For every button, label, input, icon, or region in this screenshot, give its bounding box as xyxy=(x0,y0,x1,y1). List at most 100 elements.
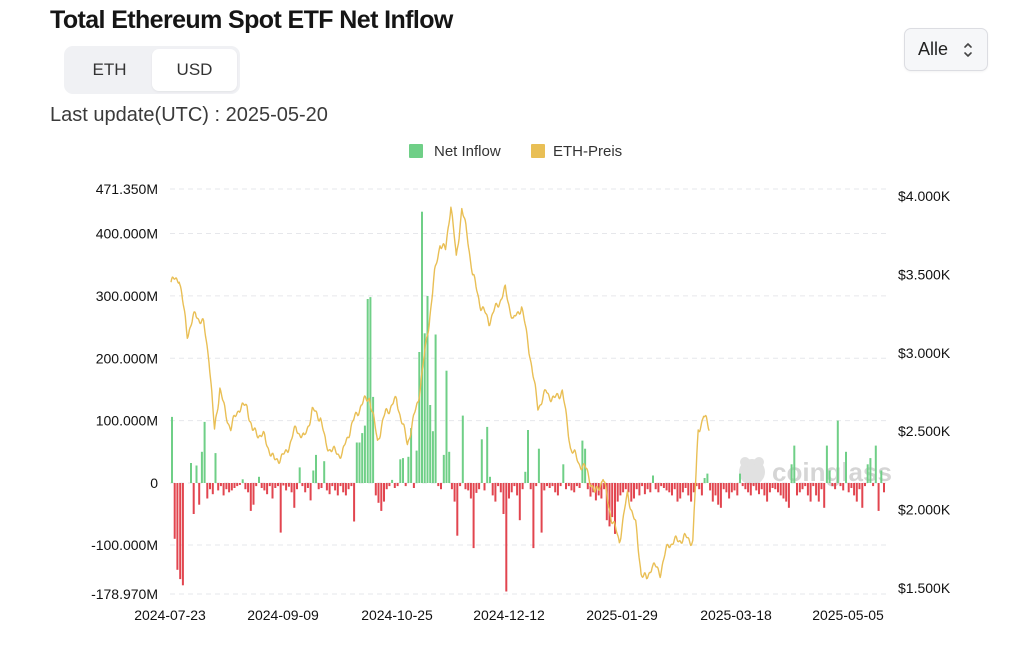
net-inflow-bar xyxy=(494,483,497,502)
net-inflow-bar xyxy=(298,467,301,483)
net-inflow-bar xyxy=(638,483,641,496)
net-inflow-bar xyxy=(464,483,467,490)
net-inflow-bar xyxy=(730,483,733,493)
net-inflow-bar xyxy=(508,483,510,499)
net-inflow-bar xyxy=(815,483,818,496)
axes: 471.350M 400.000M 300.000M 200.000M 100.000M… xyxy=(91,181,951,623)
net-inflow-bar xyxy=(263,483,266,491)
net-inflow-bar xyxy=(687,483,690,496)
net-inflow-bar xyxy=(676,483,679,502)
net-inflow-bar xyxy=(551,483,554,487)
net-inflow-bar xyxy=(453,483,456,502)
range-select[interactable]: Alle xyxy=(904,28,988,71)
net-inflow-bar xyxy=(317,483,320,490)
net-inflow-bar xyxy=(293,483,296,508)
net-inflow-bar xyxy=(518,483,521,521)
net-inflow-bar xyxy=(692,483,695,493)
net-inflow-bar xyxy=(290,483,293,493)
net-inflow-bar xyxy=(306,483,309,488)
x-axis-tick-label: 2024-09-09 xyxy=(247,607,319,623)
net-inflow-bar xyxy=(325,483,328,491)
net-inflow-bar xyxy=(347,483,350,490)
net-inflow-bar xyxy=(796,483,798,496)
net-inflow-bar xyxy=(812,483,815,487)
net-inflow-bar xyxy=(190,463,192,483)
net-inflow-bar xyxy=(206,483,209,499)
net-inflow-bar xyxy=(418,352,421,483)
eth-price-series-line xyxy=(170,206,710,580)
net-inflow-bar xyxy=(611,483,614,518)
toggle-eth-button[interactable]: ETH xyxy=(92,60,127,79)
net-inflow-bar xyxy=(336,483,339,496)
net-inflow-bar xyxy=(236,483,239,487)
net-inflow-bar xyxy=(274,483,277,488)
net-inflow-bar xyxy=(703,478,706,483)
net-inflow-bar xyxy=(380,483,383,511)
toggle-usd-button[interactable]: USD xyxy=(152,49,237,91)
net-inflow-bar xyxy=(768,483,771,493)
net-inflow-bar xyxy=(355,442,358,483)
net-inflow-bar xyxy=(614,483,616,534)
net-inflow-bar xyxy=(176,483,179,570)
net-inflow-bar xyxy=(328,483,331,495)
net-inflow-bar xyxy=(448,451,451,483)
net-inflow-bar xyxy=(353,483,356,522)
net-inflow-bar xyxy=(578,483,581,488)
right-axis-tick-label: $4.000K xyxy=(898,188,951,204)
right-axis-tick-label: $2.500K xyxy=(898,423,951,439)
net-inflow-bar xyxy=(323,461,326,483)
net-inflow-bar xyxy=(377,483,380,503)
watermark-coin-shape xyxy=(739,459,765,485)
net-inflow-bar xyxy=(426,295,429,483)
net-inflow-bar xyxy=(238,483,241,485)
net-inflow-bar xyxy=(440,483,442,490)
net-inflow-bar xyxy=(415,450,418,483)
net-inflow-bar xyxy=(247,483,250,493)
net-inflow-bar xyxy=(847,483,850,493)
net-inflow-bar xyxy=(801,483,804,490)
net-inflow-bar xyxy=(883,483,885,493)
net-inflow-bar xyxy=(809,483,812,502)
net-inflow-bar xyxy=(624,483,627,490)
net-inflow-bar xyxy=(255,483,258,487)
net-inflow-bar xyxy=(823,483,826,508)
net-inflow-bar xyxy=(192,483,195,514)
net-inflow-bar xyxy=(600,483,603,499)
net-inflow-bar xyxy=(344,483,347,496)
net-inflow-bar xyxy=(391,479,394,483)
net-inflow-bar xyxy=(214,453,217,483)
net-inflow-bar xyxy=(760,483,763,490)
net-inflow-bar xyxy=(747,483,750,493)
net-inflow-bar xyxy=(459,483,462,487)
net-inflow-bar xyxy=(399,459,402,483)
legend-label-net-inflow: Net Inflow xyxy=(434,143,501,160)
watermark: coinglass xyxy=(739,457,892,487)
net-inflow-bar xyxy=(594,483,597,501)
net-inflow-bar xyxy=(874,445,877,483)
net-inflow-bar xyxy=(339,483,342,487)
grid-lines xyxy=(170,188,886,595)
net-inflow-bar xyxy=(358,442,361,483)
net-inflow-bar xyxy=(643,483,646,495)
net-inflow-bar xyxy=(173,483,176,539)
x-axis-tick-label: 2025-05-05 xyxy=(812,607,884,623)
net-inflow-bar xyxy=(736,483,739,496)
x-axis-tick-label: 2025-01-29 xyxy=(586,607,658,623)
right-axis-tick-label: $3.000K xyxy=(898,345,951,361)
net-inflow-bar xyxy=(733,483,736,491)
net-inflow-bar xyxy=(266,483,269,495)
net-inflow-bar xyxy=(279,483,282,533)
net-inflow-bar xyxy=(456,483,459,536)
net-inflow-bar xyxy=(241,479,244,483)
net-inflow-bar xyxy=(782,483,785,499)
net-inflow-bar xyxy=(277,483,279,487)
watermark-text: coinglass xyxy=(772,457,892,487)
net-inflow-bar xyxy=(652,475,654,483)
net-inflow-bar xyxy=(510,483,513,493)
net-inflow-bar xyxy=(834,483,837,490)
net-inflow-bar xyxy=(469,483,472,499)
net-inflow-bar xyxy=(752,483,755,487)
net-inflow-bar xyxy=(543,483,546,491)
net-inflow-bar xyxy=(478,483,481,490)
last-update-text: Last update(UTC) : 2025-05-20 xyxy=(50,104,328,126)
